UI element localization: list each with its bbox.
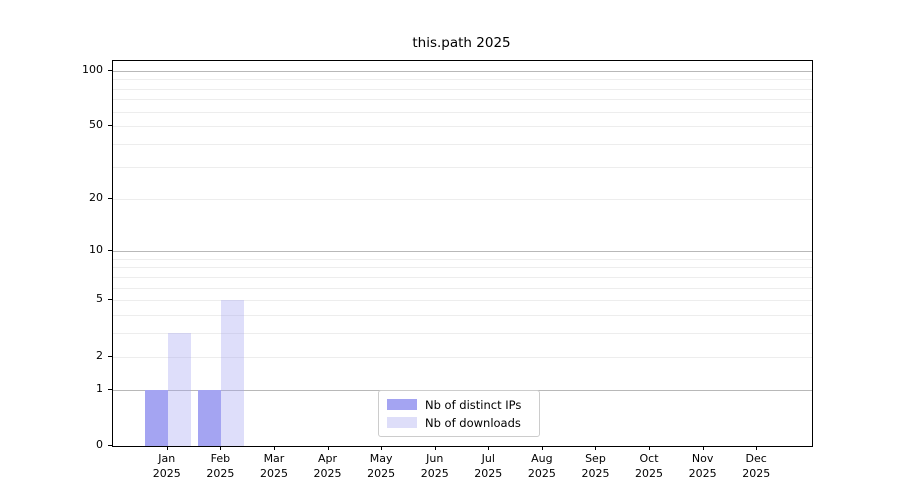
x-tick-label-nov: Nov 2025	[688, 452, 717, 481]
y-tick-0	[108, 445, 112, 446]
x-tick-may	[381, 446, 383, 450]
y-tick-label-100: 100	[82, 62, 103, 76]
minor-gridline-4	[113, 315, 812, 317]
legend-swatch-distinct-ips	[387, 399, 417, 410]
minor-gridline-3	[113, 333, 812, 335]
major-gridline-100	[113, 70, 812, 72]
y-tick-label-2: 2	[96, 348, 103, 362]
minor-gridline-9	[113, 258, 812, 260]
minor-gridline-2	[113, 356, 812, 358]
x-tick-label-apr: Apr 2025	[313, 452, 342, 481]
x-tick-label-aug: Aug 2025	[527, 452, 556, 481]
legend: Nb of distinct IPs Nb of downloads	[378, 390, 540, 437]
y-tick-label-10: 10	[89, 243, 103, 257]
bar-feb-downloads	[221, 300, 245, 446]
x-tick-label-feb: Feb 2025	[206, 452, 235, 481]
y-tick-label-1: 1	[96, 381, 103, 395]
x-tick-label-jun: Jun 2025	[420, 452, 449, 481]
x-tick-jul	[488, 446, 490, 450]
x-tick-jun	[434, 446, 436, 450]
minor-gridline-6	[113, 287, 812, 289]
y-tick-label-50: 50	[89, 118, 103, 132]
chart-title: this.path 2025	[412, 35, 511, 51]
x-tick-label-oct: Oct 2025	[635, 452, 664, 481]
y-tick-2	[108, 355, 112, 357]
legend-label-downloads: Nb of downloads	[425, 415, 521, 430]
y-tick-label-0: 0	[96, 438, 103, 451]
x-tick-label-jan: Jan 2025	[152, 452, 181, 481]
x-tick-nov	[702, 446, 704, 450]
legend-item-downloads: Nb of downloads	[387, 416, 531, 430]
minor-gridline-7	[113, 276, 812, 278]
bar-feb-distinct-ips	[198, 389, 222, 446]
minor-gridline-30	[113, 166, 812, 168]
major-gridline-10	[113, 251, 812, 253]
legend-label-distinct-ips: Nb of distinct IPs	[425, 397, 522, 412]
minor-gridline-90	[113, 79, 812, 81]
legend-item-distinct-ips: Nb of distinct IPs	[387, 398, 531, 412]
y-tick-50	[108, 125, 112, 127]
y-tick-label-20: 20	[89, 190, 103, 204]
bar-jan-distinct-ips	[144, 389, 168, 446]
x-tick-apr	[327, 446, 329, 450]
minor-gridline-80	[113, 88, 812, 90]
minor-gridline-50	[113, 126, 812, 128]
x-tick-label-sep: Sep 2025	[581, 452, 610, 481]
minor-gridline-20	[113, 198, 812, 200]
x-tick-label-jul: Jul 2025	[474, 452, 503, 481]
minor-gridline-5	[113, 300, 812, 302]
x-tick-oct	[649, 446, 651, 450]
y-tick-100	[108, 69, 112, 71]
plot-area	[112, 60, 813, 447]
y-tick-5	[108, 299, 112, 301]
x-tick-label-may: May 2025	[367, 452, 396, 481]
x-tick-feb	[220, 446, 222, 450]
x-tick-mar	[273, 446, 275, 450]
y-tick-10	[108, 250, 112, 252]
bar-jan-downloads	[167, 333, 191, 446]
minor-gridline-60	[113, 111, 812, 113]
y-tick-20	[108, 197, 112, 199]
x-tick-label-dec: Dec 2025	[742, 452, 771, 481]
y-tick-label-5: 5	[96, 292, 103, 306]
x-tick-sep	[595, 446, 597, 450]
minor-gridline-8	[113, 267, 812, 269]
legend-swatch-downloads	[387, 417, 417, 428]
x-tick-aug	[541, 446, 543, 450]
minor-gridline-70	[113, 99, 812, 101]
x-tick-dec	[756, 446, 758, 450]
minor-gridline-40	[113, 144, 812, 146]
y-tick-1	[108, 388, 112, 390]
x-tick-jan	[166, 446, 168, 450]
x-tick-label-mar: Mar 2025	[259, 452, 288, 481]
